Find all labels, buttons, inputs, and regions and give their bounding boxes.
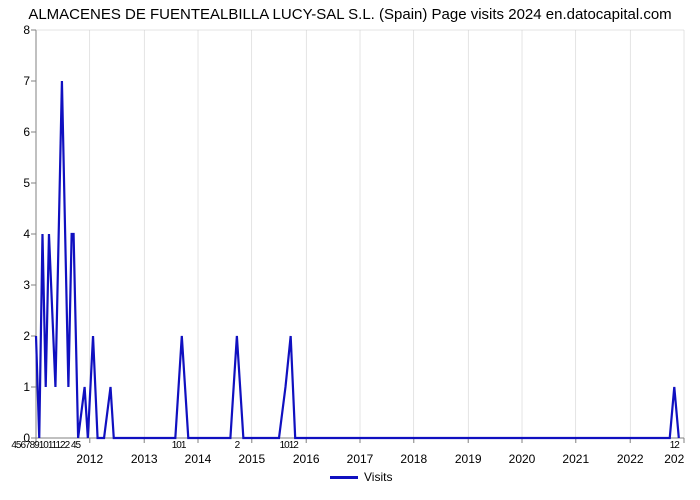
y-tick-label: 6 — [12, 125, 30, 139]
x-tick-overlap-label: 101 — [172, 440, 186, 451]
x-tick-year-label: 2014 — [185, 452, 212, 466]
x-tick-year-label: 202 — [664, 452, 684, 466]
x-tick-year-label: 2019 — [455, 452, 482, 466]
chart-title: ALMACENES DE FUENTEALBILLA LUCY-SAL S.L.… — [0, 6, 700, 23]
y-tick-label: 3 — [12, 278, 30, 292]
data-line — [36, 81, 679, 438]
legend: Visits — [330, 470, 392, 484]
y-tick-label: 1 — [12, 380, 30, 394]
x-tick-overlap-label: 12 — [670, 440, 679, 451]
x-tick-year-label: 2013 — [131, 452, 158, 466]
x-tick-overlap-label: 4567891011122 45 — [11, 440, 80, 451]
x-tick-year-label: 2015 — [238, 452, 265, 466]
x-tick-year-label: 2021 — [562, 452, 589, 466]
x-tick-year-label: 2018 — [400, 452, 427, 466]
x-tick-year-label: 2020 — [509, 452, 536, 466]
y-tick-label: 7 — [12, 74, 30, 88]
legend-label: Visits — [364, 470, 392, 484]
x-tick-year-label: 2017 — [347, 452, 374, 466]
y-tick-label: 8 — [12, 23, 30, 37]
y-tick-label: 4 — [12, 227, 30, 241]
x-tick-year-label: 2016 — [293, 452, 320, 466]
y-tick-label: 5 — [12, 176, 30, 190]
x-tick-year-label: 2022 — [617, 452, 644, 466]
chart-svg — [36, 30, 684, 438]
x-tick-year-label: 2012 — [76, 452, 103, 466]
x-tick-overlap-label: 2 — [235, 440, 240, 451]
x-tick-overlap-label: 1012 — [280, 440, 298, 451]
legend-swatch — [330, 476, 358, 479]
y-tick-label: 2 — [12, 329, 30, 343]
plot-area: 012345678 4567891011122 4510121012122012… — [36, 30, 684, 438]
gridlines — [36, 30, 684, 438]
